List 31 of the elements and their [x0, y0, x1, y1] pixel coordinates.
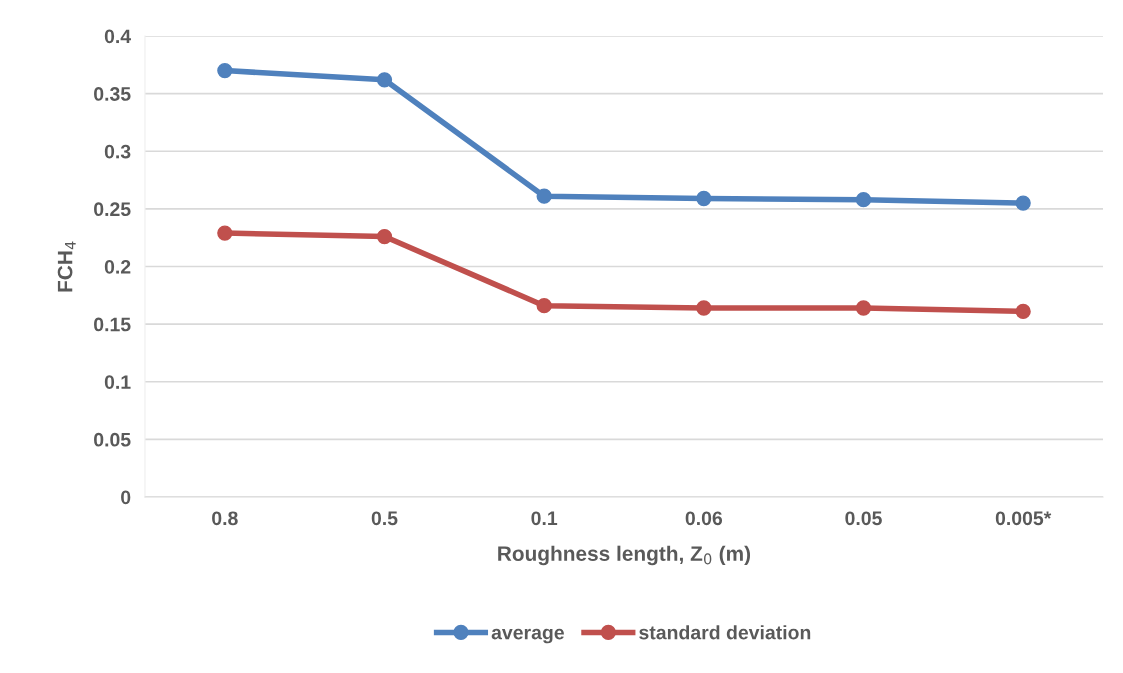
- legend-label: standard deviation: [639, 625, 811, 640]
- y-tick-label: 0: [121, 490, 131, 505]
- y-tick-label: 0.1: [104, 375, 131, 389]
- y-tick-label: 0.15: [94, 317, 131, 332]
- point: [855, 300, 872, 316]
- x-tick-label: 0.05: [845, 511, 882, 526]
- point: [1015, 303, 1031, 320]
- point: [696, 190, 712, 207]
- point: [696, 300, 712, 316]
- legend-label: average: [491, 628, 564, 644]
- point: [217, 62, 233, 79]
- x-tick-label: 0.5: [371, 511, 398, 526]
- y-tick-label: 0.4: [104, 29, 132, 44]
- x-tick-label: 0.005*: [995, 511, 1052, 526]
- y-tick-label: 0.35: [94, 87, 131, 101]
- x-axis-title: Roughness length, Z$_{0}$ (m): [498, 545, 751, 566]
- point: [855, 192, 872, 208]
- y-axis-title: FCH$_{4}$: [57, 241, 76, 292]
- x-tick-label: 0.06: [685, 511, 723, 526]
- point: [536, 298, 552, 314]
- point: [376, 72, 393, 88]
- y-tick-label: 0.2: [104, 259, 131, 274]
- point: [376, 228, 393, 245]
- point: [217, 225, 233, 241]
- y-tick-label: 0.3: [104, 144, 131, 159]
- point: [1015, 195, 1031, 211]
- y-tick-label: 0.25: [94, 202, 131, 217]
- x-tick-label: 0.8: [212, 511, 238, 526]
- y-tick-label: 0.05: [94, 432, 131, 447]
- x-tick-label: 0.1: [531, 511, 558, 526]
- point: [536, 188, 552, 204]
